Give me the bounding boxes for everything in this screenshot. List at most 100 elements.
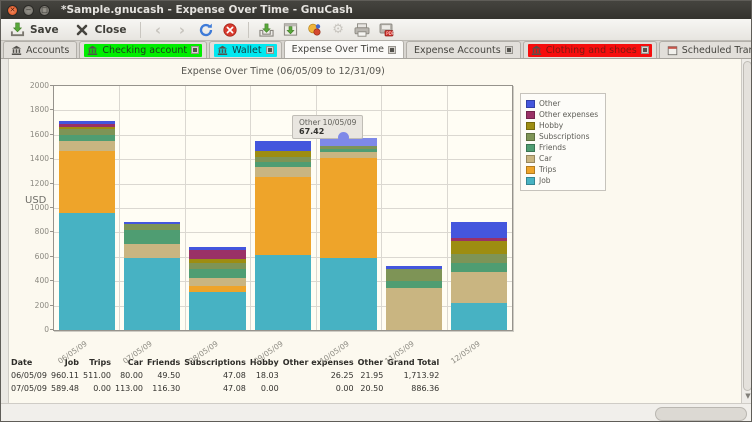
bar-segment-trips-10-05-09[interactable] xyxy=(320,158,377,259)
scroll-down-arrow-icon[interactable]: ▼ xyxy=(745,392,751,400)
bar-segment-job-07-05-09[interactable] xyxy=(123,258,181,330)
toolbar-separator xyxy=(247,21,249,38)
titlebar[interactable]: ✕ − □ *Sample.gnucash - Expense Over Tim… xyxy=(1,1,751,19)
options-icon[interactable] xyxy=(306,21,323,38)
legend-swatch xyxy=(526,176,535,185)
gear-icon: ⚙ xyxy=(332,22,344,37)
bar-segment-other-expenses-06-05-09[interactable] xyxy=(58,123,115,127)
print-icon[interactable] xyxy=(354,21,371,38)
save-report-icon[interactable] xyxy=(282,21,299,38)
tab-inner: Wallet xyxy=(214,43,277,57)
bar-segment-friends-07-05-09[interactable] xyxy=(123,230,181,245)
gridline xyxy=(54,110,512,112)
bar-segment-job-10-05-09[interactable] xyxy=(320,258,377,330)
window-close-button[interactable]: ✕ xyxy=(7,4,18,16)
tooltip-label: Other 10/05/09 xyxy=(299,118,357,127)
toolbar: Save Close ‹ › ⚙ PDF xyxy=(1,19,751,41)
export-pdf-icon[interactable]: PDF xyxy=(378,21,395,38)
bar-segment-car-06-05-09[interactable] xyxy=(58,140,115,151)
tab-expense-over-time[interactable]: Expense Over Time xyxy=(283,40,405,58)
bar-segment-other-expenses-08-05-09[interactable] xyxy=(189,250,246,259)
y-tick-label: 0 xyxy=(44,325,49,334)
vertical-scrollbar-thumb[interactable] xyxy=(743,61,751,391)
tab-close-button[interactable] xyxy=(504,46,513,54)
bar-segment-other-11-05-09[interactable] xyxy=(385,266,443,269)
bar-segment-subscriptions-12-05-09[interactable] xyxy=(451,253,508,264)
tab-scheduled-transactions[interactable]: Scheduled Transactions xyxy=(658,41,751,58)
bar-segment-other-07-05-09[interactable] xyxy=(123,221,181,225)
legend-swatch xyxy=(526,121,535,130)
bar-segment-subscriptions-11-05-09[interactable] xyxy=(385,269,443,282)
tab-close-button[interactable] xyxy=(640,46,649,54)
summary-row: 07/05/09 589.48 0.00 113.00 116.30 47.08 0.00 0… xyxy=(11,382,439,395)
bar-segment-subscriptions-06-05-09[interactable] xyxy=(58,129,115,135)
bar-segment-friends-08-05-09[interactable] xyxy=(189,268,246,278)
tooltip-value: 67.42 xyxy=(299,127,325,136)
bar-segment-job-12-05-09[interactable] xyxy=(451,303,508,330)
bar-segment-other-10-05-09[interactable] xyxy=(320,138,377,147)
bar-segment-hobby-09-05-09[interactable] xyxy=(254,151,312,157)
y-tick-mark xyxy=(50,329,54,330)
tab-bar: Accounts Checking account Wallet Expense Ov… xyxy=(1,40,751,59)
vertical-scrollbar[interactable]: ▼ xyxy=(741,59,751,403)
stop-button[interactable] xyxy=(222,21,239,38)
summary-cell: 47.08 xyxy=(222,384,246,393)
bar-segment-subscriptions-10-05-09[interactable] xyxy=(320,146,377,149)
tab-clothing-and-shoes[interactable]: Clothing and shoes xyxy=(522,41,657,58)
bar-segment-car-10-05-09[interactable] xyxy=(320,152,377,158)
tab-wallet[interactable]: Wallet xyxy=(209,41,282,58)
horizontal-scrollbar-thumb[interactable] xyxy=(655,407,747,421)
tab-label: Expense Over Time xyxy=(291,44,385,55)
legend-label: Trips xyxy=(539,165,557,174)
back-button[interactable]: ‹ xyxy=(154,20,162,39)
bar-segment-friends-06-05-09[interactable] xyxy=(58,134,115,141)
bar-segment-hobby-12-05-09[interactable] xyxy=(451,240,508,254)
bar-segment-other-06-05-09[interactable] xyxy=(58,120,115,124)
bar-segment-car-08-05-09[interactable] xyxy=(189,277,246,286)
tab-close-button[interactable] xyxy=(191,46,200,54)
tab-accounts[interactable]: Accounts xyxy=(3,41,78,58)
tab-expense-accounts[interactable]: Expense Accounts xyxy=(406,41,521,58)
save-button[interactable]: Save xyxy=(5,20,63,39)
bar-segment-trips-06-05-09[interactable] xyxy=(58,150,115,213)
bar-segment-friends-11-05-09[interactable] xyxy=(385,281,443,288)
bar-segment-car-12-05-09[interactable] xyxy=(451,272,508,304)
bar-segment-subscriptions-08-05-09[interactable] xyxy=(189,263,246,269)
bar-segment-other-expenses-12-05-09[interactable] xyxy=(451,238,508,241)
tab-checking-account[interactable]: Checking account xyxy=(79,41,208,58)
bar-segment-car-09-05-09[interactable] xyxy=(254,166,312,177)
bar-segment-friends-12-05-09[interactable] xyxy=(451,263,508,273)
bar-segment-job-09-05-09[interactable] xyxy=(254,254,312,330)
bar-segment-car-07-05-09[interactable] xyxy=(123,244,181,259)
bar-segment-trips-09-05-09[interactable] xyxy=(254,176,312,255)
bar-segment-job-08-05-09[interactable] xyxy=(189,292,246,330)
bar-segment-hobby-06-05-09[interactable] xyxy=(58,126,115,129)
bar-segment-friends-10-05-09[interactable] xyxy=(320,148,377,153)
gridline xyxy=(119,86,121,330)
bar-segment-car-11-05-09[interactable] xyxy=(385,287,443,330)
summary-header-cell: Other xyxy=(357,358,384,367)
tab-close-button[interactable] xyxy=(265,46,274,54)
hover-point[interactable] xyxy=(337,131,349,143)
gridline xyxy=(184,86,186,330)
tab-close-button[interactable] xyxy=(388,45,397,54)
bar-segment-subscriptions-09-05-09[interactable] xyxy=(254,156,312,162)
reload-button[interactable] xyxy=(198,21,215,38)
export-icon[interactable] xyxy=(258,21,275,38)
bar-segment-subscriptions-07-05-09[interactable] xyxy=(123,224,181,231)
bar-segment-job-06-05-09[interactable] xyxy=(58,212,115,330)
bar-segment-other-08-05-09[interactable] xyxy=(189,246,246,251)
close-button[interactable]: Close xyxy=(70,20,131,39)
summary-cell: 511.00 xyxy=(83,371,111,380)
close-icon xyxy=(74,21,91,38)
bar-segment-other-09-05-09[interactable] xyxy=(254,141,312,152)
tab-inner: Checking account xyxy=(84,43,203,57)
tooltip: Other 10/05/09 67.42 xyxy=(292,115,364,139)
bar-segment-hobby-08-05-09[interactable] xyxy=(189,258,246,264)
window-minimize-button[interactable]: − xyxy=(23,4,34,16)
window-maximize-button[interactable]: □ xyxy=(39,4,50,16)
bar-segment-other-12-05-09[interactable] xyxy=(451,222,508,239)
forward-button[interactable]: › xyxy=(178,20,186,39)
bar-segment-friends-09-05-09[interactable] xyxy=(254,161,312,167)
bar-segment-trips-08-05-09[interactable] xyxy=(189,285,246,293)
